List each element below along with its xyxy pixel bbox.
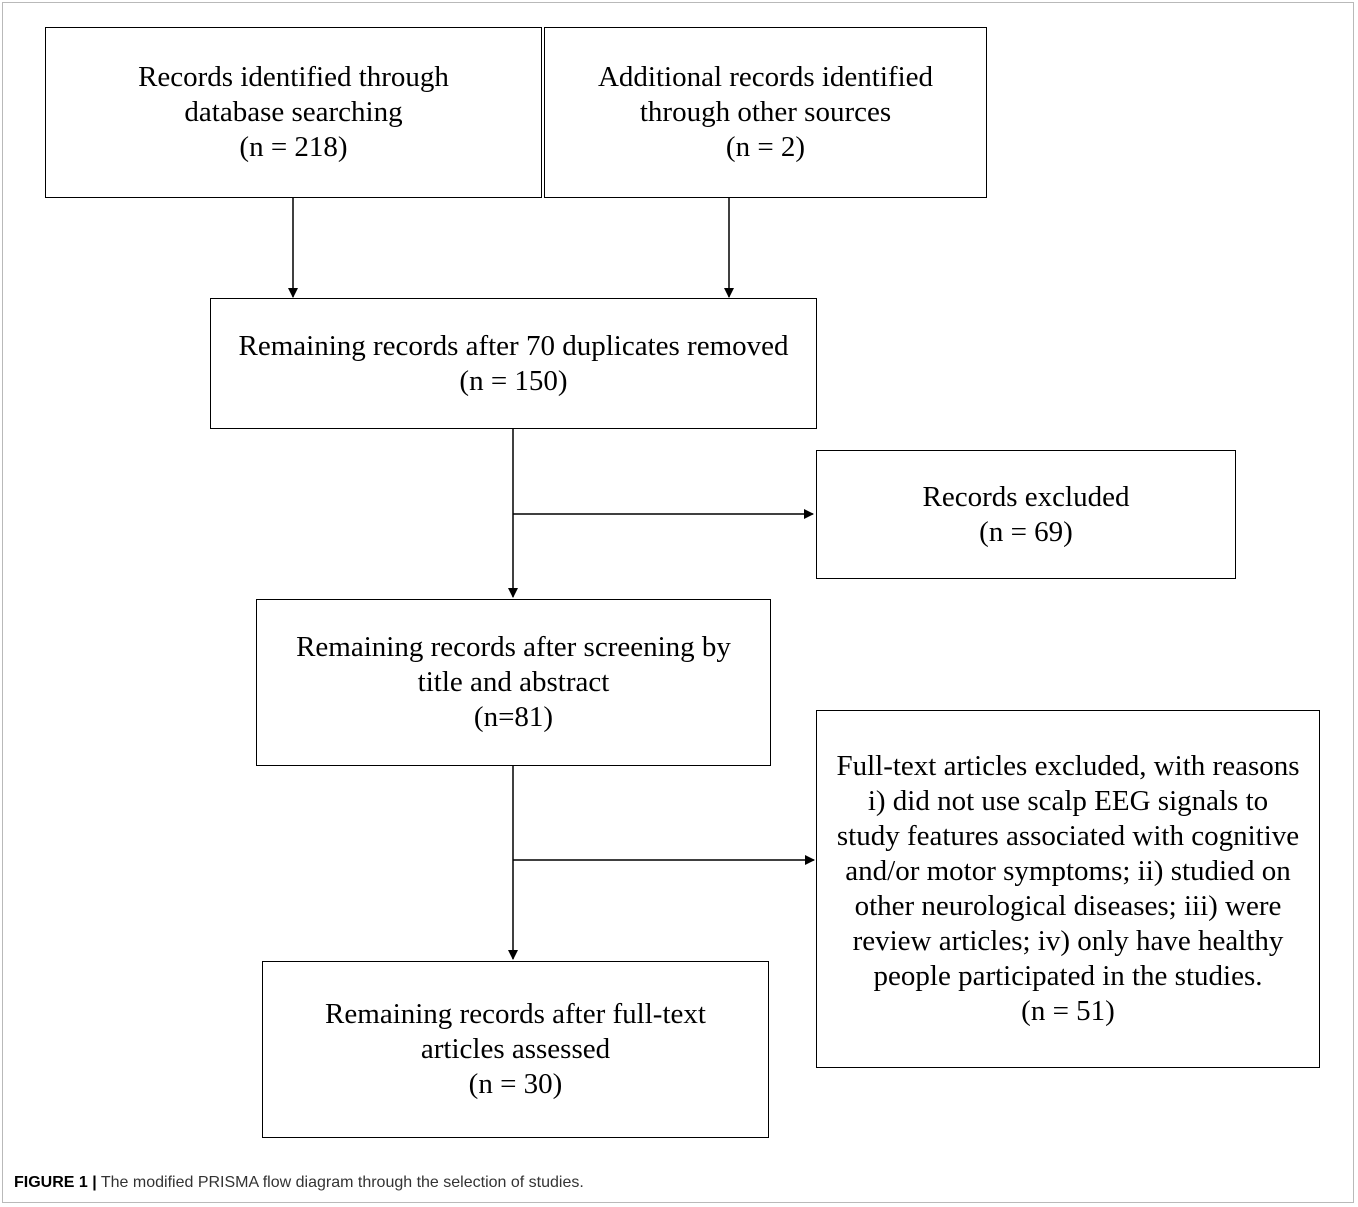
box-count: (n = 150) xyxy=(459,364,568,397)
box-line: Remaining records after 70 duplicates re… xyxy=(238,329,789,362)
box-after-screening: Remaining records after screening by tit… xyxy=(256,599,771,766)
box-line: Records identified through xyxy=(138,61,449,93)
box-line: and/or motor symptoms; ii) studied on xyxy=(845,855,1291,887)
box-after-fulltext: Remaining records after full-text articl… xyxy=(262,961,769,1138)
box-records-excluded: Records excluded (n = 69) xyxy=(816,450,1236,579)
box-line: Full-text articles excluded, with reason… xyxy=(836,750,1300,782)
box-line: other neurological diseases; iii) were xyxy=(854,890,1282,922)
box-count: (n = 51) xyxy=(1021,995,1115,1027)
box-line: database searching xyxy=(184,96,403,128)
box-line: i) did not use scalp EEG signals to xyxy=(867,785,1269,817)
box-count: (n = 30) xyxy=(468,1068,563,1100)
box-line: review articles; iv) only have healthy xyxy=(852,925,1284,957)
box-line: Remaining records after full-text xyxy=(325,998,706,1030)
box-count: (n = 69) xyxy=(979,515,1073,548)
figure-caption: FIGURE 1 | The modified PRISMA flow diag… xyxy=(14,1174,584,1192)
box-count: (n = 218) xyxy=(239,131,348,163)
box-line: Additional records identified xyxy=(597,61,933,93)
box-count: (n = 2) xyxy=(725,131,806,163)
caption-text: The modified PRISMA flow diagram through… xyxy=(96,1174,584,1191)
box-line: through other sources xyxy=(639,96,892,128)
box-records-identified-database: Records identified through database sear… xyxy=(45,27,542,198)
box-line: title and abstract xyxy=(417,666,610,698)
box-line: articles assessed xyxy=(420,1033,611,1065)
box-line: people participated in the studies. xyxy=(873,960,1263,992)
box-additional-records: Additional records identified through ot… xyxy=(544,27,987,198)
box-line: Remaining records after screening by xyxy=(296,631,731,663)
box-count: (n=81) xyxy=(473,701,554,733)
box-line: study features associated with cognitive xyxy=(836,820,1300,852)
box-after-duplicates: Remaining records after 70 duplicates re… xyxy=(210,298,817,429)
box-fulltext-excluded: Full-text articles excluded, with reason… xyxy=(816,710,1320,1068)
caption-label: FIGURE 1 | xyxy=(14,1174,97,1191)
box-line: Records excluded xyxy=(922,480,1130,513)
